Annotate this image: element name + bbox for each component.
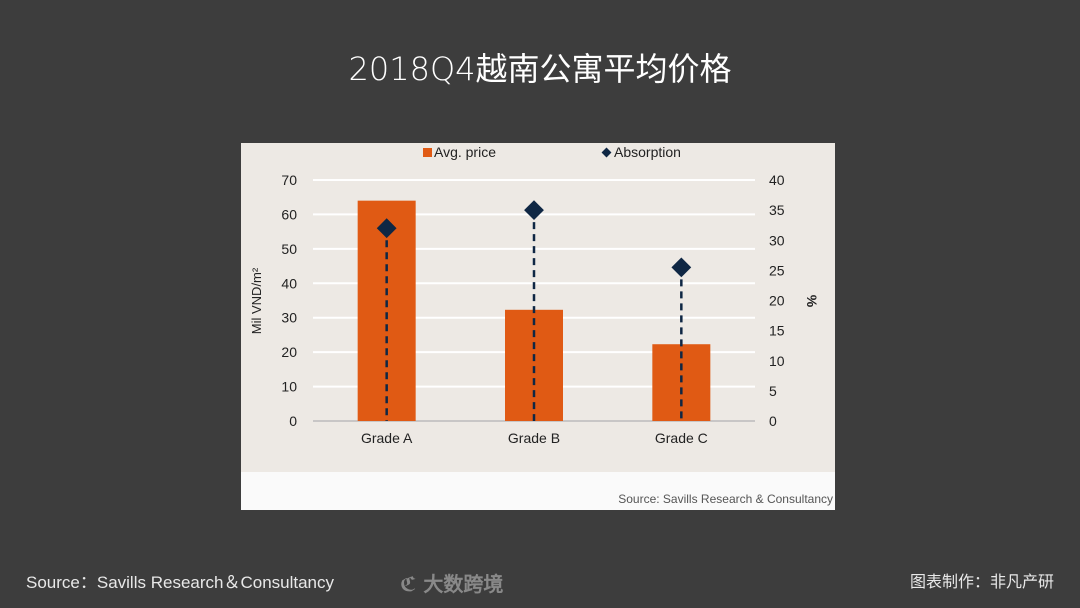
y-tick-label: 30 <box>281 310 297 326</box>
absorption-point <box>671 257 692 278</box>
x-tick-label: Grade A <box>361 430 413 446</box>
source-strip <box>241 472 835 510</box>
y-right-tick-label: 0 <box>769 413 777 429</box>
watermark-text: 大数跨境 <box>423 572 504 596</box>
y-right-tick-label: 15 <box>769 323 785 339</box>
y-tick-label: 50 <box>281 241 297 257</box>
footer-credit: 图表制作：非凡产研 <box>909 572 1054 591</box>
y-tick-label: 10 <box>281 379 297 395</box>
chart-panel: 0 10 20 30 40 50 60 70 0 5 10 15 20 25 30 35 40 Mil VND/m… <box>241 143 835 510</box>
y-right-tick-label: 10 <box>769 353 785 369</box>
y-tick-label: 70 <box>281 172 297 188</box>
y-right-tick-label: 25 <box>769 262 785 278</box>
slide-title: 2018Q4越南公寓平均价格 <box>348 50 732 88</box>
x-tick-label: Grade B <box>508 430 560 446</box>
y-tick-label: 20 <box>281 344 297 360</box>
y-tick-label: 40 <box>281 275 297 291</box>
y-right-tick-label: 20 <box>769 293 785 309</box>
legend-swatch-avg-price <box>423 148 432 157</box>
y-axis-label: Mil VND/m² <box>249 267 264 334</box>
absorption-point <box>524 200 544 221</box>
y-right-tick-label: 35 <box>769 202 785 218</box>
y-right-axis-label: % <box>804 295 820 308</box>
y-tick-label: 60 <box>281 206 297 222</box>
x-tick-label: Grade C <box>655 430 708 446</box>
y-right-tick-label: 30 <box>769 232 785 248</box>
chart: 0 10 20 30 40 50 60 70 0 5 10 15 20 25 30 35 40 Mil VND/m… <box>249 144 820 446</box>
legend-label-avg-price: Avg. price <box>434 144 496 160</box>
y-right-tick-label: 40 <box>769 172 785 188</box>
legend-swatch-absorption <box>601 147 612 158</box>
chart-source: Source: Savills Research & Consultancy <box>618 492 833 506</box>
footer-source: Source：Savills Research＆Consultancy <box>26 573 335 592</box>
watermark-logo: ℭ 大数跨境 <box>400 572 504 596</box>
y-tick-label: 0 <box>289 413 297 429</box>
legend-label-absorption: Absorption <box>614 144 681 160</box>
y-right-tick-label: 5 <box>769 383 777 399</box>
